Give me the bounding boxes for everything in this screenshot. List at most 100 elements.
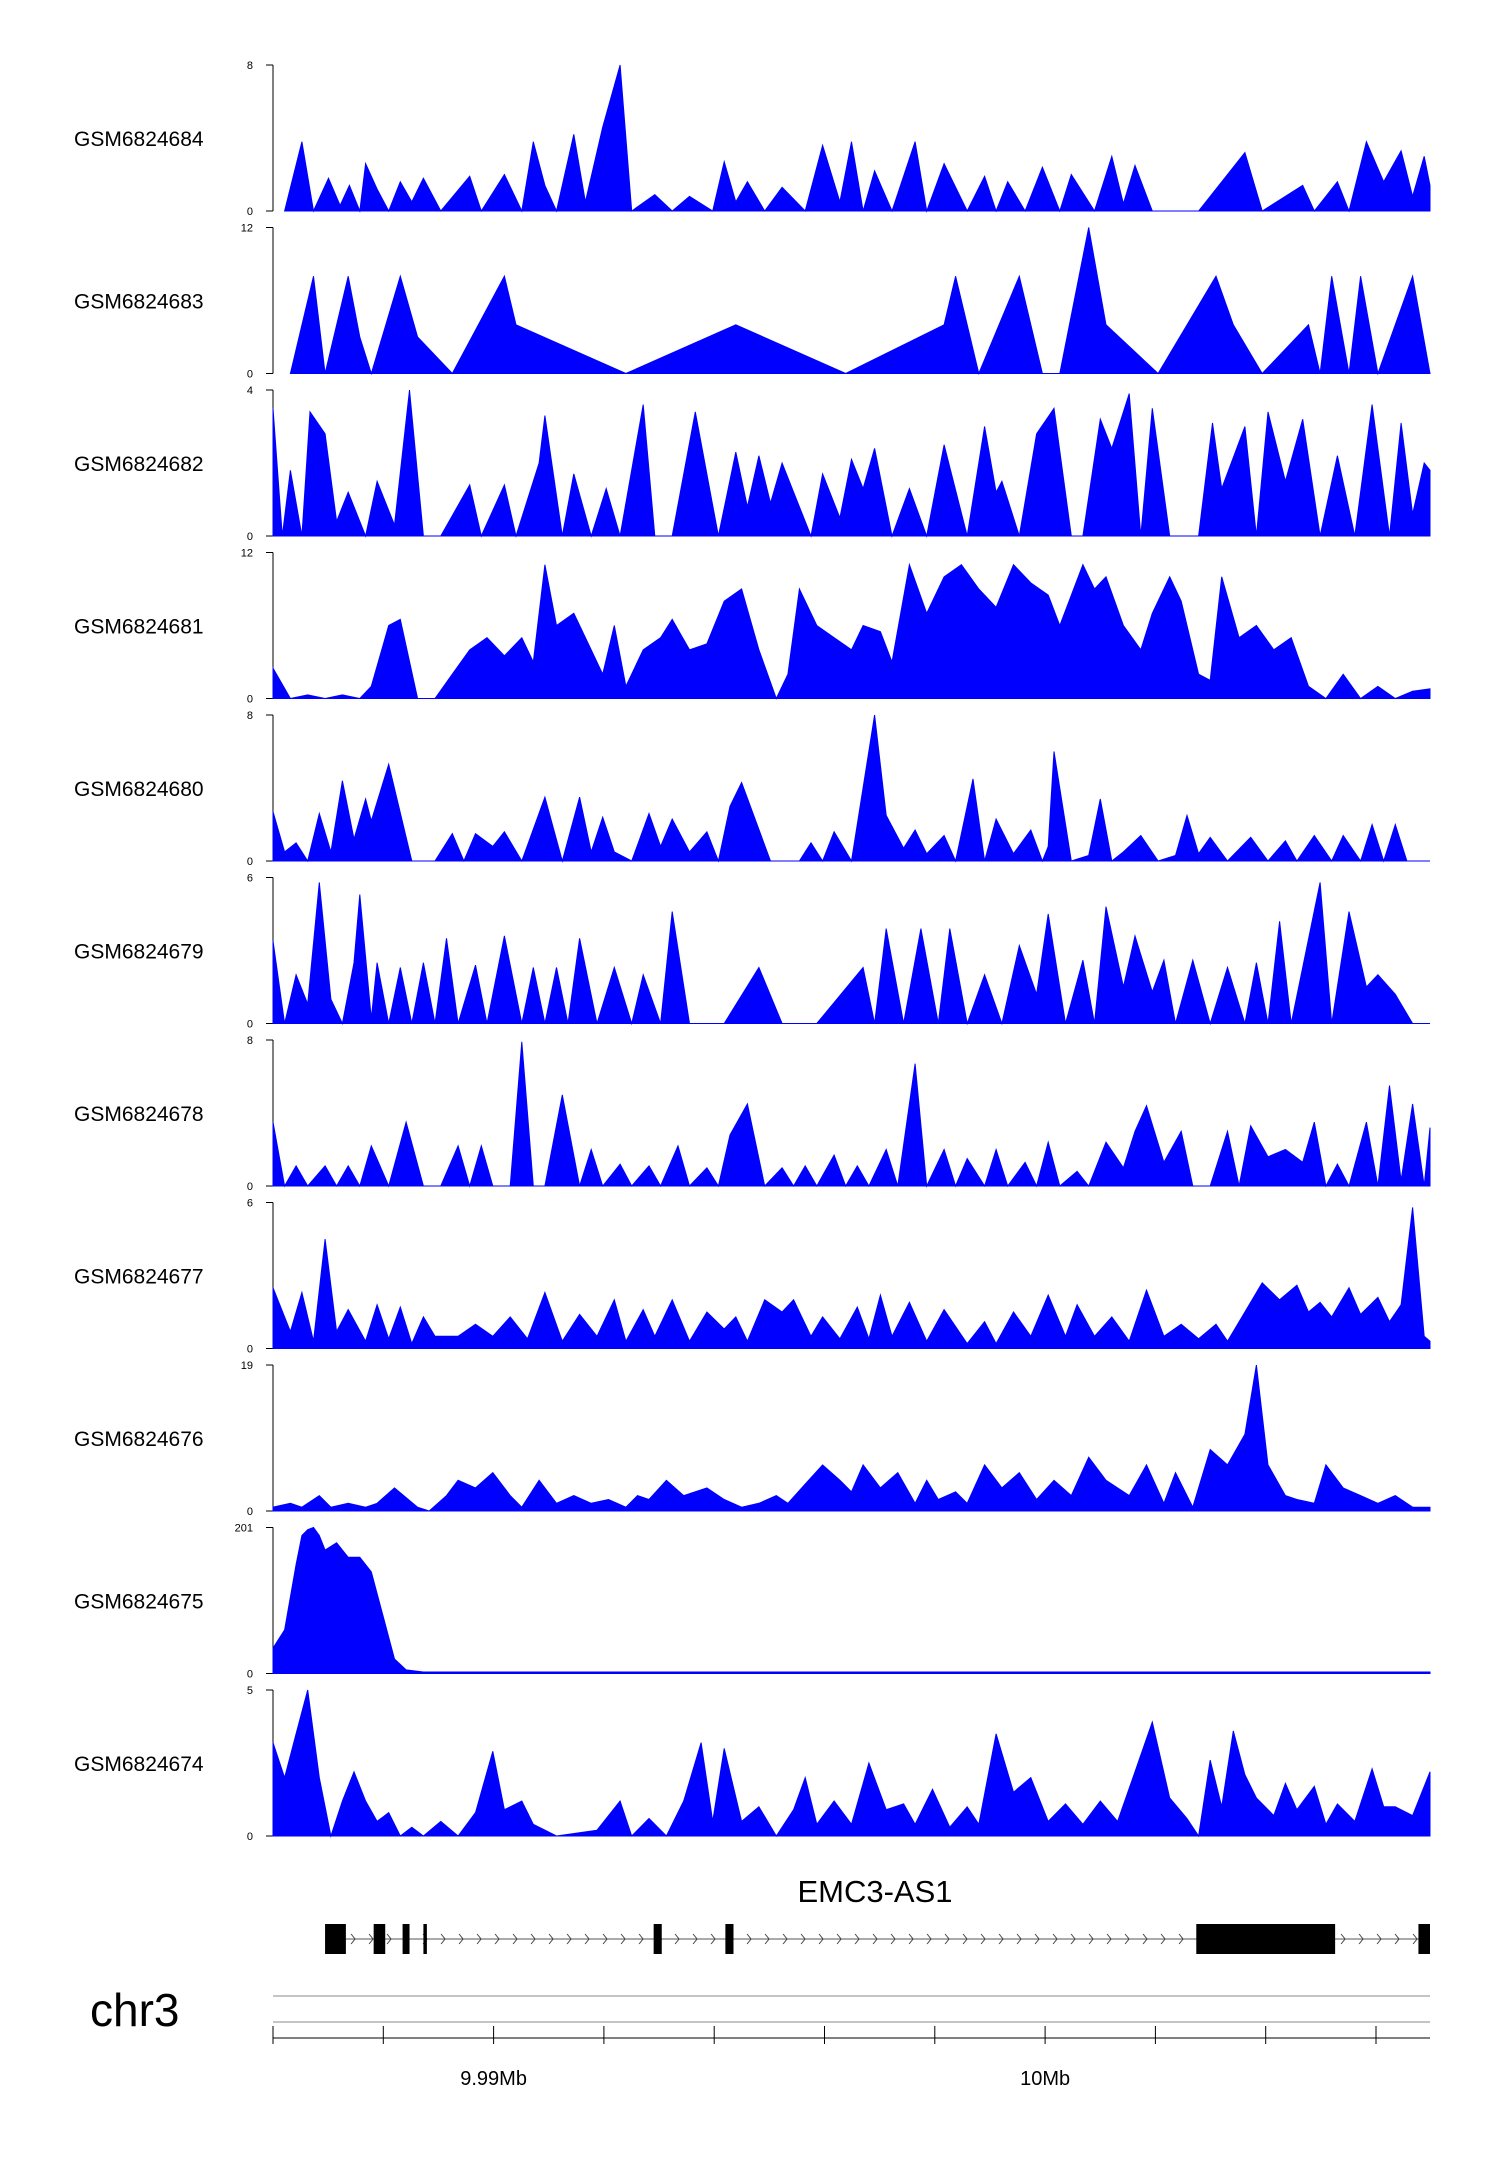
strand-arrow [1412, 1933, 1418, 1945]
track-GSM6824677: GSM6824677 6 0 [74, 1198, 1431, 1356]
y-min-label: 0 [247, 531, 253, 543]
y-max-label: 8 [247, 710, 253, 722]
track-GSM6824679: GSM6824679 6 0 [74, 873, 1430, 1031]
strand-arrow [368, 1933, 374, 1945]
track-GSM6824675: GSM6824675 201 0 [74, 1523, 1431, 1681]
y-min-label: 0 [247, 1831, 253, 1843]
strand-arrow [1034, 1933, 1040, 1945]
y-min-label: 0 [247, 1669, 253, 1681]
gene-exon [1196, 1924, 1336, 1954]
gene-label: EMC3-AS1 [797, 1874, 952, 1909]
y-max-label: 5 [247, 1685, 253, 1697]
track-GSM6824681: GSM6824681 12 0 [74, 548, 1431, 706]
track-GSM6824676: GSM6824676 19 0 [74, 1360, 1431, 1518]
y-max-label: 8 [247, 1035, 253, 1047]
coverage-area [289, 227, 1431, 376]
track-GSM6824684: GSM6824684 8 0 [74, 60, 1431, 218]
strand-arrow [566, 1933, 572, 1945]
strand-arrow [512, 1933, 518, 1945]
chromosome-label: chr3 [90, 1984, 179, 2036]
strand-arrow [926, 1933, 932, 1945]
strand-arrow [1178, 1933, 1184, 1945]
strand-arrow [872, 1933, 878, 1945]
x-tick-label: 10Mb [1020, 2068, 1070, 2090]
y-min-label: 0 [247, 1019, 253, 1031]
strand-arrow [908, 1933, 914, 1945]
y-max-label: 12 [241, 223, 253, 235]
strand-arrow [782, 1933, 788, 1945]
strand-arrow [638, 1933, 644, 1945]
x-tick-label: 9.99Mb [460, 2068, 527, 2090]
y-max-label: 6 [247, 1198, 253, 1210]
strand-arrow [746, 1933, 752, 1945]
strand-arrow [764, 1933, 770, 1945]
track-label: GSM6824676 [74, 1428, 204, 1451]
y-min-label: 0 [247, 1506, 253, 1518]
y-max-label: 201 [235, 1523, 253, 1535]
track-label: GSM6824682 [74, 453, 204, 476]
strand-arrow [890, 1933, 896, 1945]
coverage-area [272, 882, 1430, 1026]
y-min-label: 0 [247, 206, 253, 218]
track-GSM6824680: GSM6824680 8 0 [74, 710, 1430, 868]
y-max-label: 19 [241, 1360, 253, 1372]
strand-arrow [962, 1933, 968, 1945]
strand-arrow [800, 1933, 806, 1945]
strand-arrow [692, 1933, 698, 1945]
strand-arrow [1088, 1933, 1094, 1945]
strand-arrow [386, 1933, 392, 1945]
y-max-label: 12 [241, 548, 253, 560]
y-max-label: 4 [247, 385, 253, 397]
coverage-area [272, 1041, 1431, 1188]
strand-arrow [998, 1933, 1004, 1945]
strand-arrow [494, 1933, 500, 1945]
strand-arrow [1340, 1933, 1346, 1945]
y-min-label: 0 [247, 694, 253, 706]
gene-track: EMC3-AS1 [325, 1874, 1430, 1954]
strand-arrow [620, 1933, 626, 1945]
strand-arrow [602, 1933, 608, 1945]
chromosome-ideogram: chr3 [90, 1984, 1430, 2036]
strand-arrow [1376, 1933, 1382, 1945]
track-GSM6824674: GSM6824674 5 0 [74, 1685, 1431, 1843]
coverage-area [272, 1364, 1431, 1512]
strand-arrow [836, 1933, 842, 1945]
strand-arrow [710, 1933, 716, 1945]
gene-exon [653, 1924, 662, 1954]
coverage-area [272, 1526, 1431, 1674]
y-min-label: 0 [247, 856, 253, 868]
y-min-label: 0 [247, 1344, 253, 1356]
coverage-area [283, 64, 1431, 213]
track-label: GSM6824684 [74, 128, 204, 151]
track-label: GSM6824677 [74, 1266, 204, 1289]
strand-arrow [818, 1933, 824, 1945]
track-label: GSM6824679 [74, 941, 204, 964]
coverage-area [272, 389, 1431, 538]
gene-exon [725, 1924, 734, 1954]
gene-exon [373, 1924, 386, 1954]
coverage-area [272, 562, 1431, 700]
y-max-label: 6 [247, 873, 253, 885]
y-min-label: 0 [247, 369, 253, 381]
strand-arrow [476, 1933, 482, 1945]
track-label: GSM6824680 [74, 778, 204, 801]
strand-arrow [944, 1933, 950, 1945]
strand-arrow [1394, 1933, 1400, 1945]
track-label: GSM6824678 [74, 1103, 204, 1126]
track-label: GSM6824683 [74, 291, 204, 314]
gene-exon [1418, 1924, 1430, 1954]
coverage-tracks: GSM682468480GSM6824683120GSM682468240GSM… [74, 60, 1431, 1843]
strand-arrow [584, 1933, 590, 1945]
strand-arrow [350, 1933, 356, 1945]
strand-arrow [1052, 1933, 1058, 1945]
gene-exon [325, 1924, 346, 1954]
coverage-area [272, 714, 1430, 863]
track-GSM6824683: GSM6824683 12 0 [74, 223, 1431, 381]
strand-arrow [1016, 1933, 1022, 1945]
strand-arrow [1070, 1933, 1076, 1945]
coverage-area [272, 1689, 1431, 1838]
track-GSM6824682: GSM6824682 4 0 [74, 385, 1431, 543]
coverage-area [272, 1207, 1431, 1349]
strand-arrow [1124, 1933, 1130, 1945]
